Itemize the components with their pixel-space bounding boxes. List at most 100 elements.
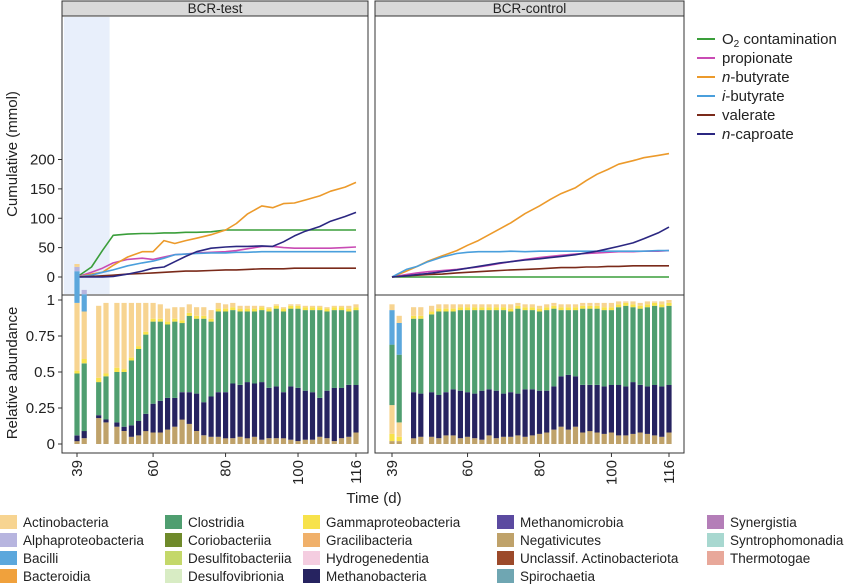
bar-segment-meb bbox=[450, 389, 456, 436]
bar-segment-clo bbox=[616, 307, 622, 385]
taxa-legend-label: Gracilibacteria bbox=[326, 532, 413, 548]
bar-segment-gam bbox=[623, 302, 629, 306]
bar-segment-clo bbox=[544, 310, 550, 391]
taxa-legend-item-gam: Gammaproteobacteria bbox=[303, 513, 460, 531]
bar-segment-clo bbox=[508, 311, 514, 393]
bar-segment-act bbox=[457, 304, 463, 308]
bar-segment-gam bbox=[266, 308, 272, 312]
bar-panel-1-day-54 bbox=[128, 302, 134, 444]
bar-segment-clo bbox=[317, 310, 323, 398]
taxa-legend-swatch bbox=[497, 515, 514, 529]
bar-segment-meb bbox=[652, 385, 658, 436]
bar-segment-neg bbox=[418, 436, 424, 444]
bar-segment-act bbox=[179, 307, 185, 321]
bar-segment-neg bbox=[186, 423, 192, 444]
bar-segment-meb bbox=[493, 390, 499, 439]
bar-segment-meb bbox=[266, 387, 272, 439]
bar-segment-clo bbox=[623, 305, 629, 387]
bar-segment-neg bbox=[644, 433, 650, 444]
bar-segment-gam bbox=[302, 307, 308, 311]
bar-panel-2-day-66 bbox=[486, 304, 492, 444]
bar-segment-act bbox=[493, 304, 499, 308]
bar-segment-gam bbox=[172, 318, 178, 322]
x-tick-label: 39 bbox=[384, 460, 401, 477]
bar-panel-1-day-74 bbox=[201, 307, 207, 444]
bar-segment-clo bbox=[666, 305, 672, 385]
bar-segment-act bbox=[529, 304, 535, 308]
bar-segment-neg bbox=[508, 436, 514, 444]
bar-segment-clo bbox=[302, 310, 308, 391]
bar-segment-meb bbox=[529, 389, 535, 436]
bar-panel-1-day-39 bbox=[74, 264, 80, 444]
taxa-legend-label: Methanobacteria bbox=[326, 568, 427, 584]
bar-segment-gam bbox=[96, 377, 102, 383]
bar-segment-clo bbox=[186, 315, 192, 393]
taxa-legend-label: Coriobacteriia bbox=[188, 532, 272, 548]
bar-segment-meb bbox=[508, 392, 514, 437]
y-tick-label-bottom: 1 bbox=[47, 292, 55, 309]
bar-segment-gam bbox=[666, 302, 672, 306]
bar-segment-neg bbox=[81, 438, 87, 444]
bar-segment-act bbox=[324, 307, 330, 309]
bar-panel-1-day-70 bbox=[186, 304, 192, 444]
bar-segment-neg bbox=[551, 429, 557, 444]
taxa-legend-label: Bacilli bbox=[23, 550, 59, 566]
x-tick-label: 80 bbox=[218, 460, 235, 477]
bar-segment-clo bbox=[208, 321, 214, 397]
bar-segment-act bbox=[74, 302, 80, 371]
bar-segment-neg bbox=[353, 432, 359, 444]
bar-segment-clo bbox=[128, 360, 134, 426]
bar-segment-clo bbox=[637, 308, 643, 385]
bar-segment-gam bbox=[508, 308, 514, 312]
bar-segment-neg bbox=[389, 441, 395, 444]
bar-segment-meb bbox=[237, 385, 243, 437]
bar-panel-2-day-45 bbox=[411, 307, 417, 444]
bar-segment-act bbox=[644, 301, 650, 305]
bar-segment-clo bbox=[551, 308, 557, 387]
taxa-legend-item-hyd: Hydrogenedentia bbox=[303, 549, 429, 567]
bar-segment-gam bbox=[201, 315, 207, 319]
bar-segment-alp bbox=[74, 266, 80, 272]
bar-panel-2-day-70 bbox=[500, 304, 507, 444]
bar-panel-1-day-76 bbox=[208, 310, 214, 444]
y-tick-label-top: 150 bbox=[30, 181, 55, 198]
bar-segment-act bbox=[81, 311, 87, 359]
panel-title-control: BCR-control bbox=[493, 1, 567, 16]
bar-segment-meb bbox=[637, 385, 643, 433]
taxa-legend-item-una: Unclassif. Actinobacteriota bbox=[497, 549, 678, 567]
bar-segment-act bbox=[128, 302, 134, 358]
bar-segment-act bbox=[103, 302, 109, 374]
bar-segment-gam bbox=[215, 308, 221, 312]
taxa-legend-item-meb: Methanobacteria bbox=[303, 567, 427, 585]
bar-segment-meb bbox=[81, 431, 87, 439]
bar-segment-meb bbox=[302, 390, 308, 440]
y-tick-label-top: 200 bbox=[30, 152, 55, 169]
bar-segment-gam bbox=[121, 369, 127, 372]
bar-segment-meb bbox=[601, 386, 607, 434]
bar-segment-meb bbox=[223, 392, 229, 439]
bar-segment-gam bbox=[418, 315, 424, 319]
bar-segment-neg bbox=[608, 432, 614, 444]
bar-panel-1-day-114 bbox=[346, 305, 352, 444]
bar-segment-meb bbox=[418, 393, 424, 437]
bar-segment-gam bbox=[273, 305, 279, 309]
bar-segment-meb bbox=[230, 383, 236, 439]
bar-segment-meb bbox=[186, 392, 192, 424]
bar-segment-act bbox=[479, 304, 485, 308]
bar-segment-neg bbox=[302, 439, 308, 444]
bar-segment-clo bbox=[165, 324, 171, 398]
line-ibut-panel-1 bbox=[76, 250, 356, 278]
line-legend-label-nbut: n-butyrate bbox=[722, 69, 790, 86]
bar-segment-clo bbox=[608, 310, 614, 385]
bar-segment-gam bbox=[464, 307, 471, 311]
bar-segment-clo bbox=[353, 310, 359, 385]
bar-panel-1-day-58 bbox=[143, 302, 149, 444]
bar-segment-gam bbox=[587, 305, 593, 309]
taxa-legend-label: Spirochaetia bbox=[520, 568, 596, 584]
bar-segment-meb bbox=[666, 385, 672, 433]
bar-segment-clo bbox=[436, 311, 442, 395]
bar-segment-neg bbox=[179, 419, 185, 444]
bar-segment-neg bbox=[479, 439, 485, 444]
bar-segment-neg bbox=[143, 431, 149, 444]
bar-segment-act bbox=[472, 304, 478, 308]
